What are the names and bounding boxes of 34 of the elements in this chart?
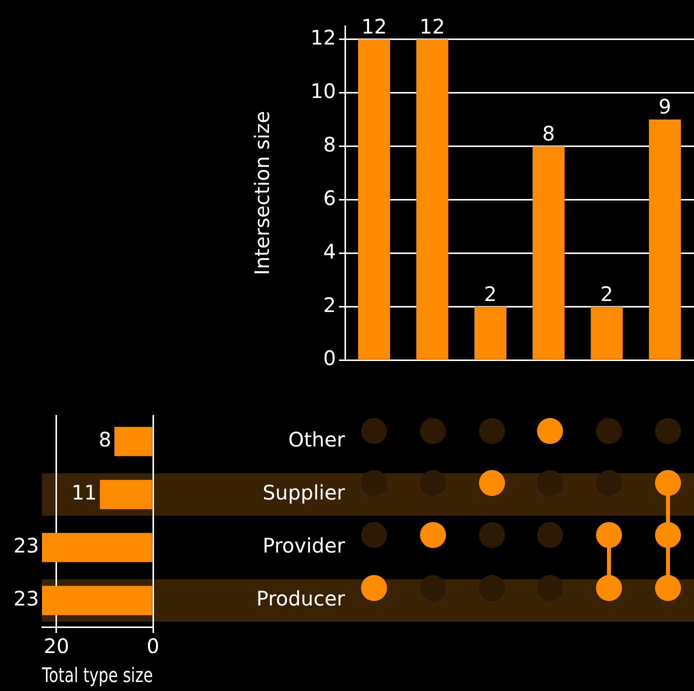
data-label: 12 <box>420 14 445 39</box>
bar <box>100 480 152 510</box>
data-label: 8 <box>98 428 112 452</box>
bar <box>42 532 152 562</box>
data-label: 2 <box>484 282 497 306</box>
data-label: 12 <box>361 14 387 39</box>
y-tick-label: 2 <box>323 292 336 317</box>
y-tick-label: Producer <box>256 586 346 611</box>
bar <box>532 146 565 360</box>
bar <box>114 426 152 456</box>
y-tick-label: 4 <box>323 239 336 264</box>
bar <box>474 306 506 360</box>
y-tick-label: 0 <box>323 346 336 370</box>
x-axis-title: Total type size <box>41 664 153 688</box>
data-label: 23 <box>14 534 39 558</box>
data-label: 9 <box>658 94 672 119</box>
y-axis-title: Intersection size <box>250 110 274 276</box>
data-label: 23 <box>14 586 39 611</box>
data-label: 11 <box>71 480 97 505</box>
y-tick-label: Supplier <box>262 480 346 505</box>
data-label: 2 <box>600 282 614 306</box>
bar <box>416 39 448 360</box>
bar <box>358 39 390 360</box>
y-tick-label: 10 <box>310 79 336 104</box>
y-tick-label: 12 <box>310 26 336 50</box>
y-tick-label: 6 <box>323 186 336 210</box>
data-label: 8 <box>542 121 555 146</box>
x-tick-label: 20 <box>44 634 70 658</box>
bar <box>42 586 152 616</box>
y-tick-label: Other <box>288 428 346 452</box>
y-tick-label: 8 <box>323 132 336 156</box>
bar <box>648 120 681 360</box>
bar <box>590 306 623 360</box>
y-tick-label: Provider <box>262 534 346 558</box>
